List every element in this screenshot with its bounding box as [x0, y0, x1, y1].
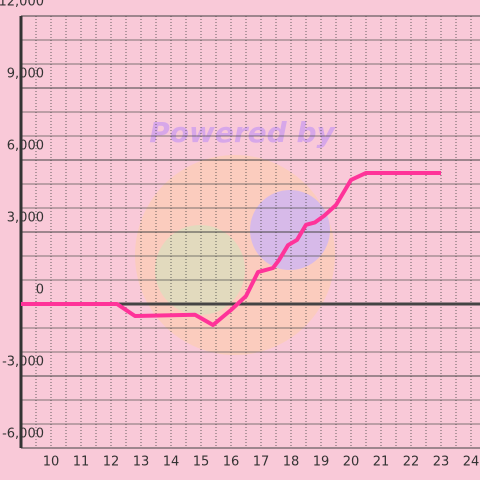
watermark-image: [155, 225, 245, 315]
y-tick-label: 3,000: [7, 211, 44, 226]
x-tick-label: 20: [343, 455, 360, 470]
x-tick-label: 19: [313, 455, 330, 470]
x-tick-label: 24: [463, 455, 480, 470]
x-tick-label: 15: [193, 455, 210, 470]
y-tick-label: 9,000: [7, 67, 44, 82]
watermark-image: [250, 190, 330, 270]
x-tick-label: 11: [73, 455, 90, 470]
x-tick-label: 14: [163, 455, 180, 470]
y-tick-label: -3,000: [2, 355, 44, 370]
x-tick-label: 22: [403, 455, 420, 470]
x-tick-label: 10: [43, 455, 60, 470]
x-tick-label: 18: [283, 455, 300, 470]
x-tick-label: 12: [103, 455, 120, 470]
y-tick-label: 0: [36, 283, 44, 298]
y-tick-label: -6,000: [2, 427, 44, 442]
x-tick-label: 21: [373, 455, 390, 470]
data-line: [21, 170, 441, 327]
x-tick-label: 16: [223, 455, 240, 470]
x-tick-label: 13: [133, 455, 150, 470]
x-tick-label: 17: [253, 455, 270, 470]
x-tick-label: 23: [433, 455, 450, 470]
y-tick-label: 12,000: [0, 0, 44, 10]
y-tick-label: 6,000: [7, 139, 44, 154]
watermark-text: Powered by: [149, 116, 336, 149]
